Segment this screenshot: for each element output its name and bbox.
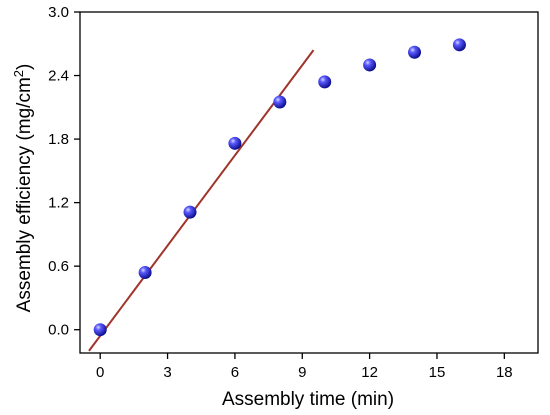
x-tick-label: 15 [429,364,446,381]
data-point [183,205,197,219]
x-tick-label: 9 [298,364,306,381]
y-tick-label: 0.0 [48,322,69,339]
y-tick-label: 1.8 [48,131,69,148]
y-axis-title-main: Assembly efficiency (mg/cm [14,77,35,312]
y-axis-title: Assembly efficiency (mg/cm2) [11,64,36,313]
y-axis-title-end: ) [14,64,35,70]
x-tick-label: 3 [163,364,171,381]
x-tick-label: 0 [96,364,104,381]
data-point [452,38,466,52]
y-tick-label: 3.0 [48,4,69,21]
data-point [273,95,287,109]
y-axis-title-sup: 2 [11,70,26,77]
data-point [138,266,152,280]
y-tick-label: 0.6 [48,258,69,275]
linear-fit-line [88,49,315,352]
data-points [93,38,466,337]
x-tick-label: 12 [361,364,378,381]
x-tick-label: 6 [231,364,239,381]
y-tick-label: 1.2 [48,195,69,212]
y-tick-label: 2.4 [48,68,69,85]
axes: 0 3 6 9 12 15 18 0.0 0.6 1.2 1.8 2.4 3.0 [48,4,539,381]
data-point [228,136,242,150]
data-point [93,323,107,337]
data-point [363,58,377,72]
plot-frame [79,11,539,354]
x-tick-label: 18 [496,364,513,381]
data-point [318,75,332,89]
fit-line-group [88,49,315,352]
x-axis-title: Assembly time (min) [222,389,394,410]
data-point [408,45,422,59]
